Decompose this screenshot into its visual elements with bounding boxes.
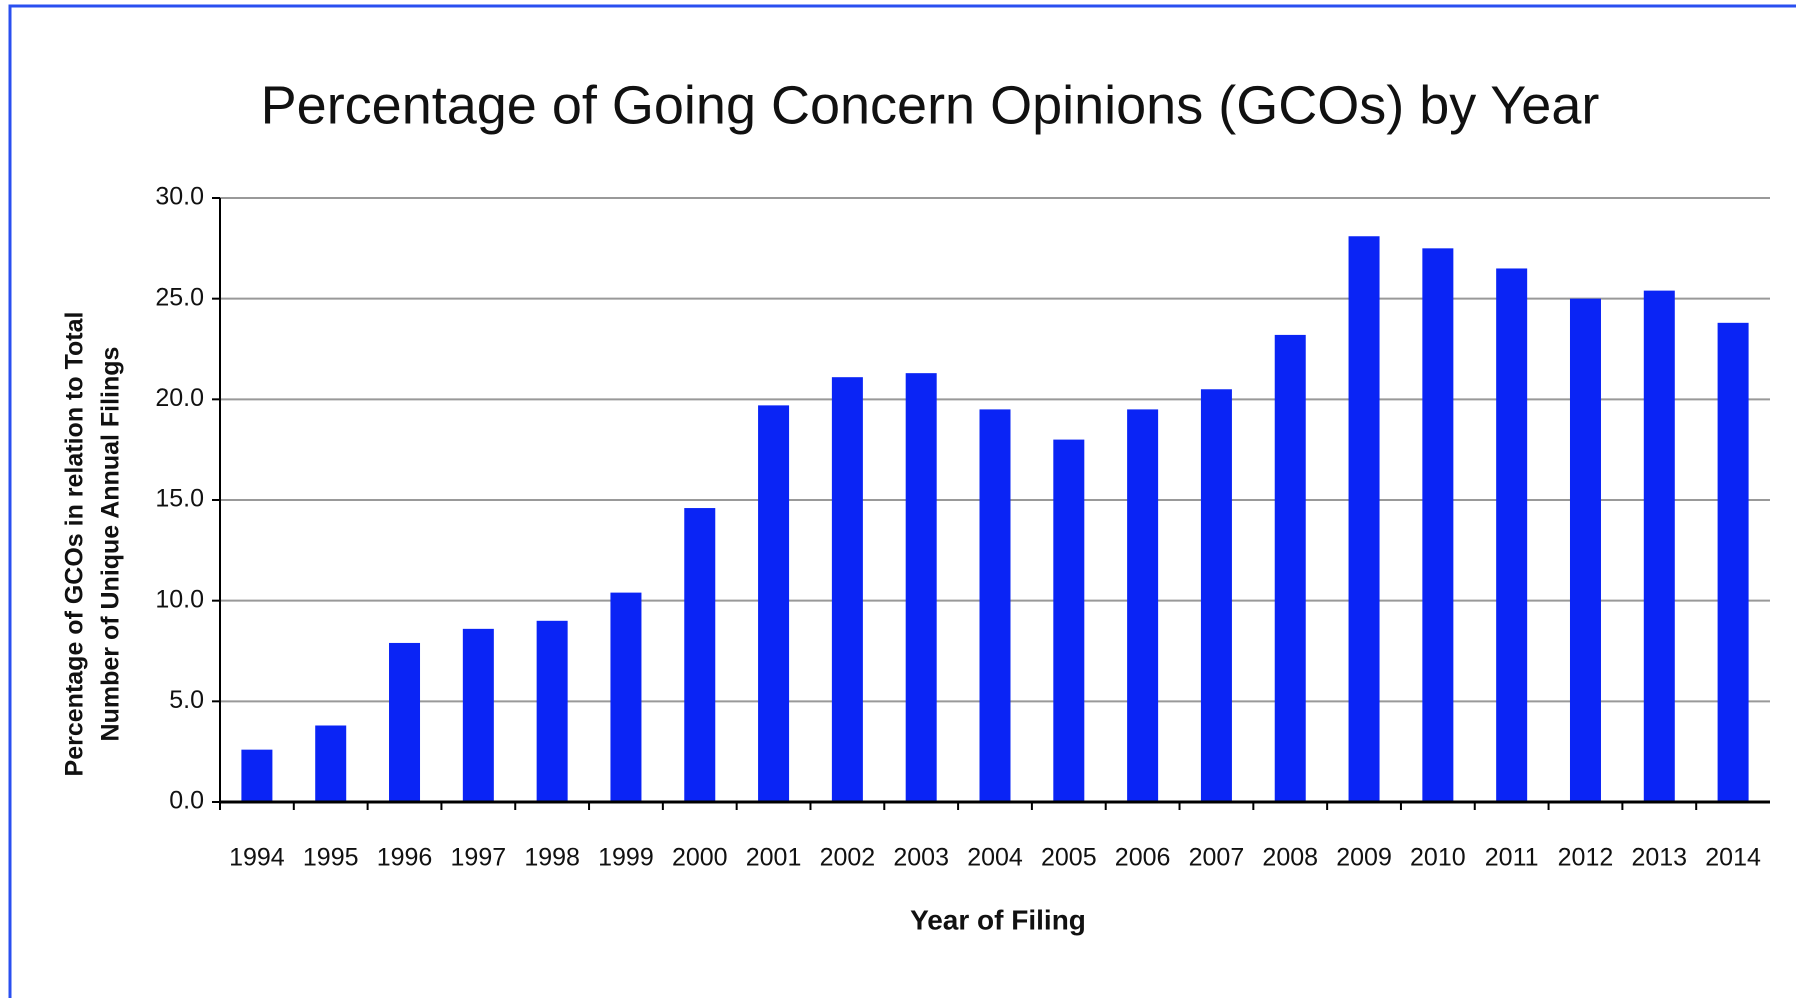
- x-tick-label: 2007: [1189, 844, 1245, 872]
- x-tick-label: 2003: [893, 844, 949, 872]
- x-tick-label: 2000: [672, 844, 728, 872]
- bar: [1422, 248, 1454, 803]
- x-tick-label: 2014: [1705, 844, 1761, 872]
- bar: [831, 377, 863, 802]
- bar: [684, 508, 716, 802]
- x-tick-label: 2008: [1262, 844, 1318, 872]
- bar: [1496, 268, 1528, 802]
- x-tick-label: 2002: [820, 844, 876, 872]
- bar: [758, 405, 790, 802]
- y-tick-label: 15.0: [155, 485, 204, 513]
- x-tick-label: 1997: [451, 844, 507, 872]
- bar: [1643, 290, 1675, 802]
- x-tick-label: 2004: [967, 844, 1023, 872]
- bar: [979, 409, 1011, 802]
- bar: [1569, 298, 1601, 802]
- x-tick-label: 1998: [524, 844, 580, 872]
- x-tick-label: 2011: [1485, 844, 1539, 872]
- y-tick-label: 10.0: [155, 585, 204, 613]
- y-tick-label: 0.0: [169, 787, 204, 815]
- bar: [536, 620, 568, 802]
- x-tick-label: 1999: [598, 844, 654, 872]
- bar: [1348, 236, 1380, 803]
- chart-title: Percentage of Going Concern Opinions (GC…: [261, 75, 1600, 135]
- y-tick-label: 30.0: [155, 183, 204, 211]
- x-tick-label: 1994: [229, 844, 285, 872]
- y-axis-title: Number of Unique Annual Filings: [97, 347, 125, 742]
- x-tick-label: 2009: [1336, 844, 1392, 872]
- x-tick-label: 2010: [1410, 844, 1466, 872]
- bar: [389, 642, 421, 802]
- bar: [315, 725, 347, 802]
- y-axis-title: Percentage of GCOs in relation to Total: [61, 312, 89, 777]
- x-tick-label: 2001: [746, 844, 802, 872]
- x-tick-label: 1995: [303, 844, 359, 872]
- bar: [1053, 439, 1085, 802]
- x-axis-title: Year of Filing: [910, 904, 1086, 935]
- y-tick-label: 25.0: [155, 283, 204, 311]
- bar: [1127, 409, 1159, 802]
- y-tick-label: 5.0: [169, 686, 204, 714]
- x-tick-label: 2006: [1115, 844, 1171, 872]
- bar: [241, 749, 273, 802]
- bar: [1274, 334, 1306, 802]
- bar: [1717, 322, 1749, 802]
- bar: [462, 628, 494, 802]
- bar: [905, 373, 937, 802]
- x-tick-label: 2012: [1558, 844, 1614, 872]
- frame: [8, 4, 1796, 1003]
- x-tick-label: 1996: [377, 844, 433, 872]
- bar: [610, 592, 642, 802]
- bar: [1200, 389, 1232, 802]
- y-tick-label: 20.0: [155, 384, 204, 412]
- x-tick-label: 2013: [1631, 844, 1687, 872]
- x-tick-label: 2005: [1041, 844, 1097, 872]
